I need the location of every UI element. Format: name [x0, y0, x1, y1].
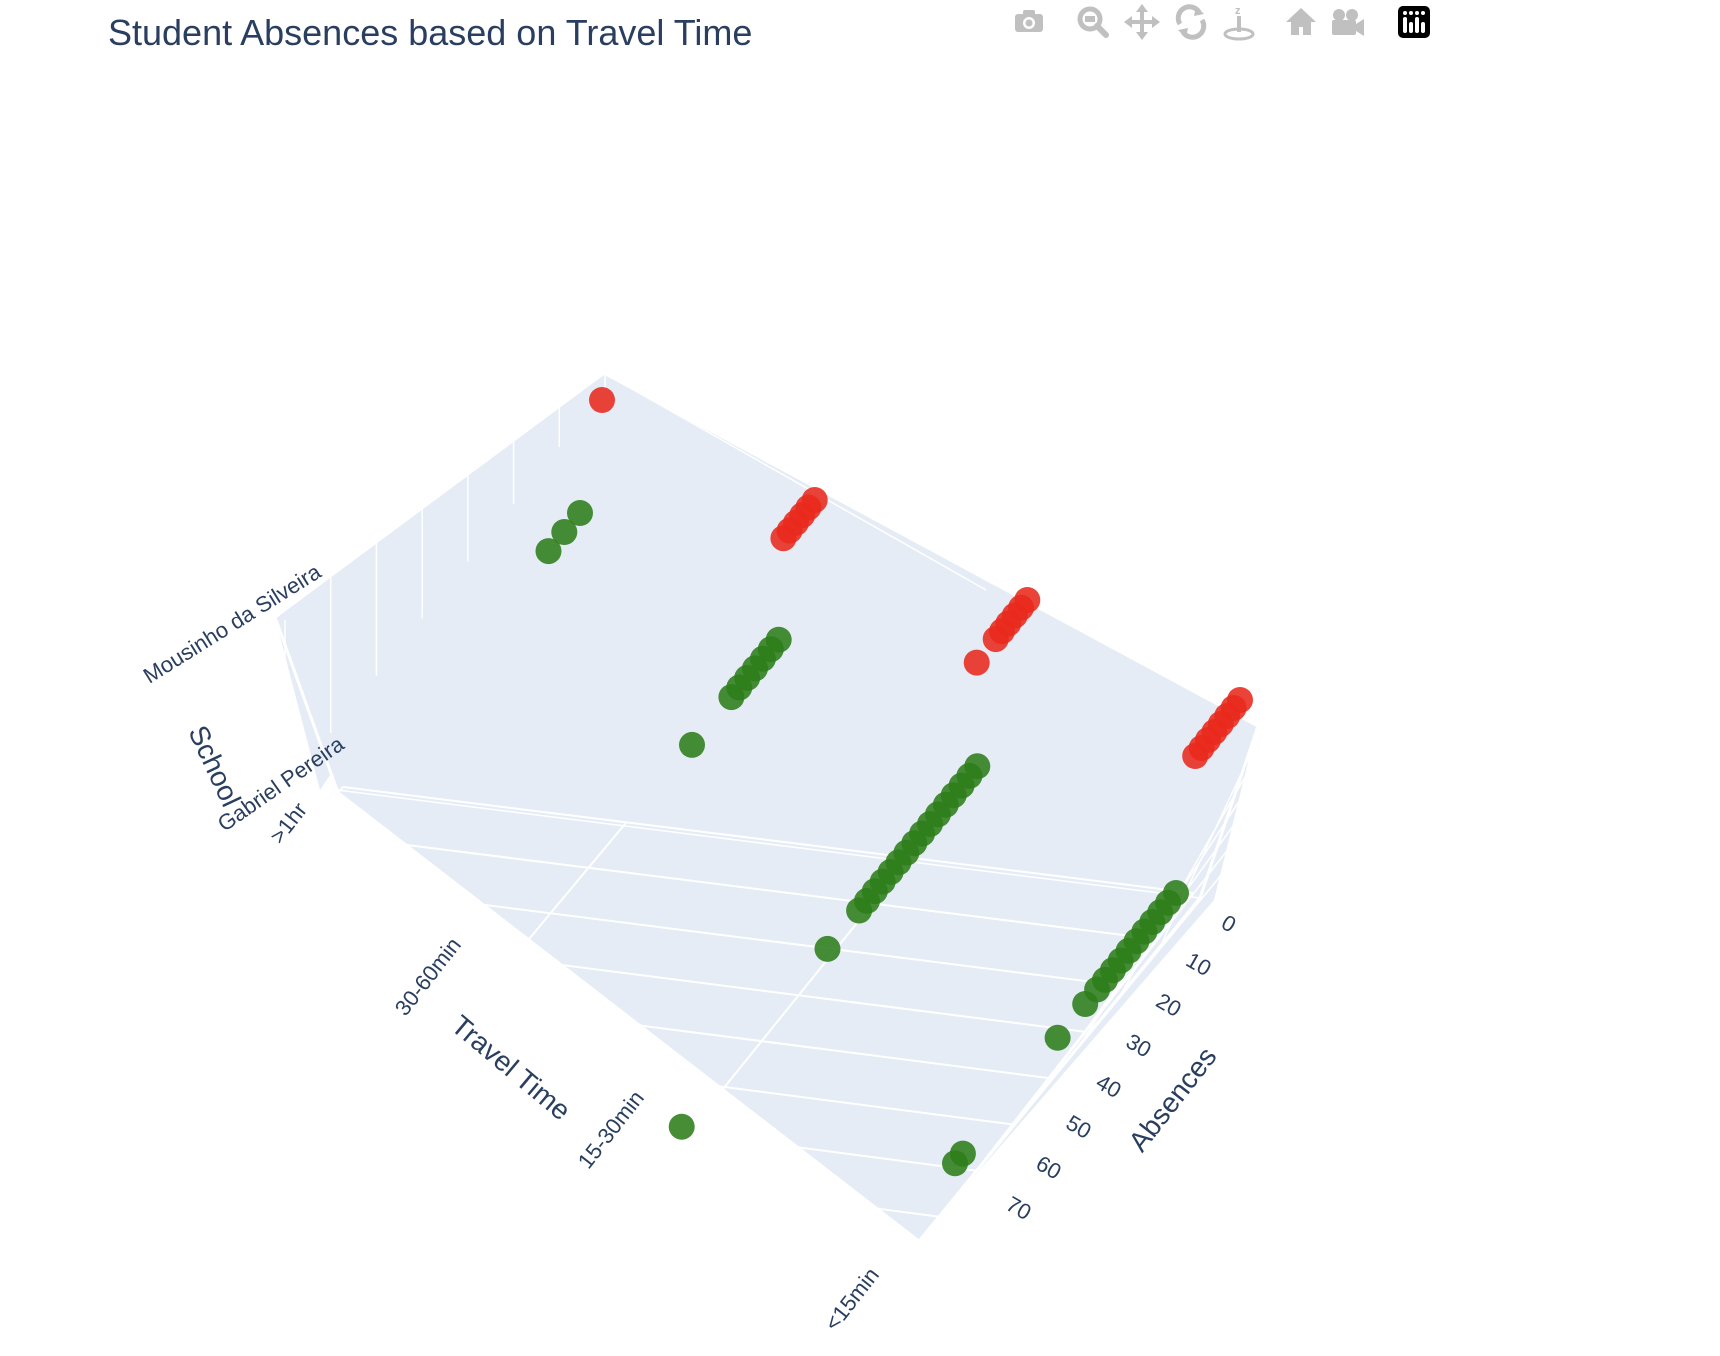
right-wall-vertical-7	[919, 899, 1216, 1241]
absences-tick-label: 30	[1122, 1029, 1156, 1063]
grid-line-absences-70	[71, 1101, 941, 1218]
camera-icon[interactable]	[1010, 2, 1048, 42]
plotly-logo-icon[interactable]	[1394, 2, 1432, 42]
school-axis-title: School	[182, 721, 246, 812]
absences-tick-label: 70	[1002, 1191, 1036, 1225]
absences-tick-label: 0	[1217, 910, 1240, 938]
travel-axis-title: Travel Time	[446, 1009, 577, 1126]
travel-tick-label: <15min	[819, 1263, 884, 1336]
data-points	[535, 387, 1253, 1177]
grid-line-absences-10	[304, 831, 1157, 941]
data-point[interactable]	[942, 1150, 968, 1177]
data-point[interactable]	[551, 519, 578, 545]
top-back-line	[603, 372, 987, 591]
right-wall-vertical-5	[999, 849, 1228, 1143]
absences-tick-label: 50	[1062, 1110, 1096, 1144]
grid-line-absences-20	[265, 876, 1121, 987]
right-wall-vertical-6	[959, 874, 1222, 1192]
grid-line-travel-3	[51, 786, 344, 1126]
last-save-camera-icon[interactable]	[1328, 2, 1366, 42]
school-level-line	[336, 789, 1201, 899]
data-point[interactable]	[1044, 1024, 1071, 1051]
data-point[interactable]	[982, 626, 1009, 653]
orbit-rotation-icon[interactable]	[1172, 2, 1210, 42]
data-point[interactable]	[1072, 991, 1099, 1017]
frame-edge	[603, 371, 1259, 728]
chart-title: Student Absences based on Travel Time	[108, 12, 753, 53]
grid-line-travel-2	[341, 821, 628, 1164]
absences-tick-label: 60	[1032, 1151, 1066, 1185]
data-point[interactable]	[567, 500, 593, 526]
data-point[interactable]	[589, 387, 615, 413]
grid-line-absences-0	[342, 786, 1194, 894]
data-point[interactable]	[679, 731, 705, 758]
data-point[interactable]	[668, 1113, 695, 1140]
svg-text:z: z	[1235, 5, 1241, 17]
grid-line-absences-30	[226, 921, 1085, 1033]
grid-line-absences-60	[110, 1056, 977, 1172]
pan-icon[interactable]	[1123, 2, 1161, 42]
travel-tick-label: 15-30min	[573, 1086, 649, 1174]
absences-tick-label: 10	[1182, 947, 1216, 981]
zoom-icon[interactable]	[1074, 2, 1112, 42]
data-point[interactable]	[535, 538, 562, 565]
data-point[interactable]	[963, 649, 990, 676]
grid-line-absences-50	[148, 1011, 1013, 1126]
turntable-rotation-icon[interactable]: z	[1220, 2, 1258, 42]
data-point[interactable]	[770, 525, 797, 552]
data-point[interactable]	[814, 935, 841, 962]
reset-camera-icon[interactable]	[1282, 2, 1320, 42]
frame-edge	[1214, 725, 1259, 901]
frame-edge	[274, 371, 605, 619]
travel-tick-label: 30-60min	[390, 933, 466, 1021]
absences-tick-label: 40	[1092, 1069, 1126, 1103]
right-wall-vertical-1	[1159, 750, 1253, 948]
data-point[interactable]	[1182, 743, 1209, 769]
data-point[interactable]	[846, 897, 873, 924]
right-wall-vertical-0	[1199, 725, 1259, 899]
absences-tick-label: 20	[1152, 988, 1186, 1022]
data-point[interactable]	[718, 684, 745, 711]
grid-line-absences-40	[187, 966, 1049, 1080]
